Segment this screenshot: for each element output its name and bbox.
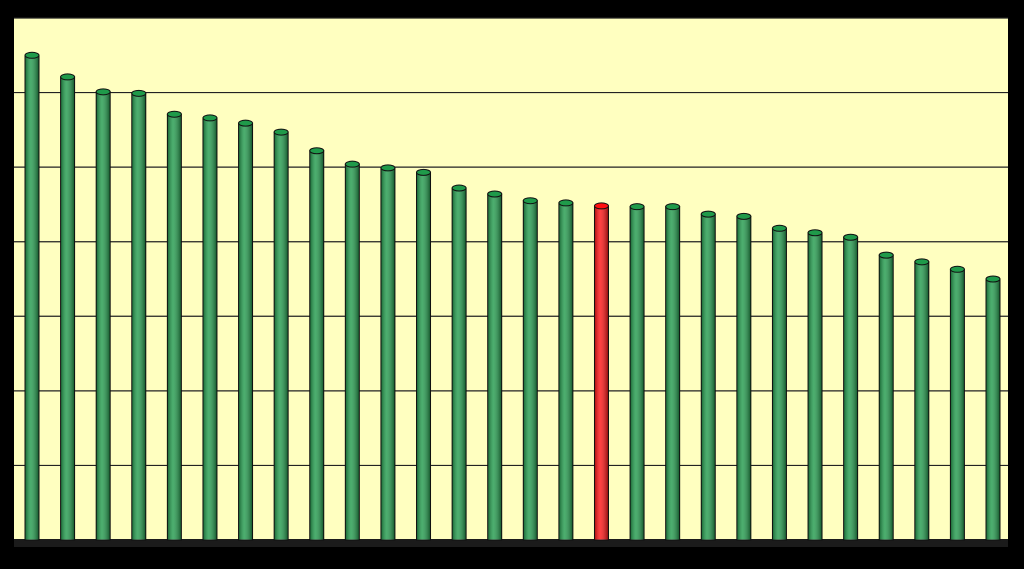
bar-shade: [452, 188, 467, 540]
bar-cap: [487, 190, 503, 198]
bar-shade: [202, 117, 217, 540]
bar-shade: [380, 167, 395, 541]
bar-shade: [950, 269, 965, 540]
bar-shade: [914, 261, 929, 540]
bar: [914, 258, 930, 541]
bar-cap: [95, 88, 111, 96]
bar-cap: [736, 212, 752, 220]
bar-cap: [238, 119, 254, 127]
bar: [949, 265, 965, 541]
bar-shade: [96, 91, 111, 540]
bar-cap: [914, 258, 930, 266]
bar-shade: [60, 76, 75, 540]
bar-cap: [416, 168, 432, 176]
bar: [629, 203, 645, 541]
bar-cap: [558, 199, 574, 207]
bar-cap: [522, 197, 538, 205]
bar: [665, 203, 681, 541]
bar: [60, 73, 76, 541]
bar-cap: [60, 73, 76, 81]
bar-shade: [630, 206, 645, 540]
bar-cap: [985, 275, 1001, 283]
bar-shade: [843, 237, 858, 541]
bar: [166, 110, 182, 541]
bar-shade: [594, 205, 609, 541]
bar-cap: [771, 224, 787, 232]
bar-cap: [344, 160, 360, 168]
bar: [380, 164, 396, 541]
bar: [24, 51, 40, 541]
bar: [558, 199, 574, 541]
bar-shade: [238, 123, 253, 540]
bar: [273, 128, 289, 541]
bar-shade: [665, 206, 680, 540]
bar-shade: [25, 55, 39, 541]
bar: [807, 229, 823, 541]
bar: [95, 88, 111, 541]
bar-cap: [629, 203, 645, 211]
bar-cap: [451, 184, 467, 192]
bar: [985, 275, 1001, 541]
bar-cap: [878, 251, 894, 259]
bar-shade: [523, 200, 538, 540]
bar-cap: [380, 164, 396, 172]
bar-shade: [345, 164, 360, 540]
bar-shade: [167, 114, 182, 540]
bar: [771, 224, 787, 541]
bar-cap: [202, 114, 218, 122]
bar-shade: [808, 232, 823, 540]
bar-shade: [558, 202, 573, 541]
bar: [416, 168, 432, 541]
bar-shade: [487, 193, 502, 540]
bars: [24, 51, 1001, 541]
bar-cap: [166, 110, 182, 118]
bar: [451, 184, 467, 541]
bar-shade: [772, 228, 787, 540]
bar: [700, 210, 716, 541]
floor: [14, 539, 1008, 547]
bar: [238, 119, 254, 541]
bar-cap: [700, 210, 716, 218]
bar-cap: [807, 229, 823, 237]
bar-shade: [131, 93, 146, 541]
bar-shade: [736, 216, 751, 541]
bar-shade: [416, 172, 431, 540]
bar: [309, 147, 325, 541]
bar: [344, 160, 360, 541]
bar-cap: [949, 265, 965, 273]
bar-shade: [309, 150, 324, 541]
bar-shade: [879, 255, 894, 540]
bar-cap: [131, 89, 147, 97]
bar-cap: [593, 202, 609, 210]
bar-cap: [843, 233, 859, 241]
bar: [202, 114, 218, 541]
bar: [522, 197, 538, 541]
bar-cap: [273, 128, 289, 136]
bar: [487, 190, 503, 541]
bar-shade: [986, 279, 1000, 540]
bar-shade: [274, 132, 289, 540]
bar: [593, 202, 609, 541]
bar: [878, 251, 894, 541]
bar-cap: [665, 203, 681, 211]
bar-shade: [701, 214, 716, 540]
bar: [131, 89, 147, 541]
bar-cap: [24, 51, 40, 59]
bar: [736, 212, 752, 541]
bar: [843, 233, 859, 541]
bar-cap: [309, 147, 325, 155]
